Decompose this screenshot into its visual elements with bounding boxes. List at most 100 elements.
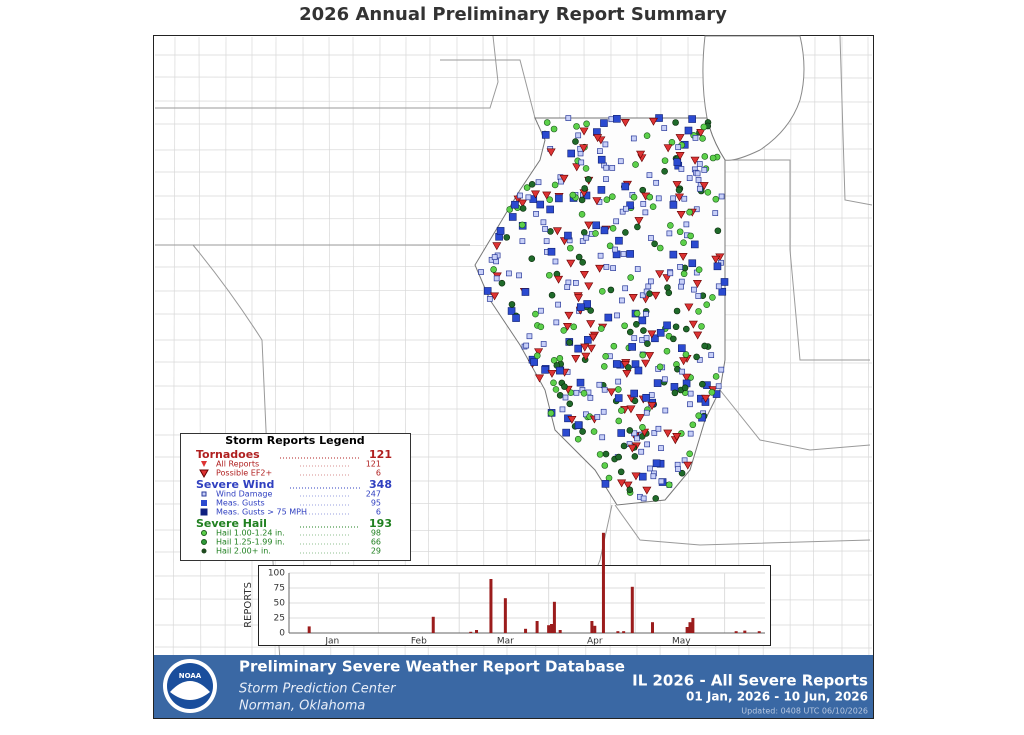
legend-item-count: 66 (371, 538, 381, 547)
chart-box (258, 565, 771, 646)
hail-symbol (546, 271, 553, 279)
bar (307, 626, 311, 633)
tornado-symbol (617, 479, 627, 488)
gust-symbol (626, 201, 634, 210)
hail-symbol (695, 308, 702, 315)
gust-symbol (678, 344, 686, 352)
tornado-symbol (566, 259, 576, 268)
large-hail-symbol (622, 229, 629, 236)
gust-symbol (496, 227, 505, 235)
wind-damage-symbol (587, 394, 594, 401)
tornado-symbol (564, 311, 574, 320)
gust-symbol (564, 231, 572, 240)
tornado-symbol (642, 486, 652, 495)
wind-damage-symbol (602, 141, 609, 148)
footer: NOAA Preliminary Severe Weather Report D… (154, 655, 873, 718)
hail-symbol (709, 294, 716, 301)
wind-damage-symbol (639, 292, 646, 299)
legend-item-label: Hail 1.25-1.99 in. (216, 538, 285, 547)
hail-symbol (656, 363, 664, 371)
legend-box (180, 433, 411, 561)
tornado-symbol (574, 294, 584, 303)
wind-damage-symbol (609, 165, 616, 171)
wind-damage-symbol (540, 219, 547, 226)
tornado-symbol (579, 127, 589, 136)
tornado-symbol (586, 344, 596, 353)
tornado-symbol (647, 330, 657, 339)
gust-symbol (720, 278, 729, 286)
tornado-symbol (672, 433, 682, 441)
hail-symbol (700, 123, 708, 131)
legend-item-label: All Reports (216, 460, 259, 469)
tornado-symbol (711, 255, 721, 264)
large-hail-symbol (626, 486, 634, 494)
bar (688, 622, 692, 633)
tornado-symbol (651, 291, 661, 300)
wind-damage-symbol (555, 301, 561, 308)
wind-damage-symbol (670, 195, 677, 202)
legend-item-label: Meas. Gusts (216, 499, 265, 508)
gust-symbol (562, 428, 570, 437)
wind-damage-symbol (619, 297, 625, 304)
wind-damage-symbol (491, 254, 498, 260)
gust-symbol (613, 115, 621, 123)
tornado-symbol (535, 374, 545, 383)
hail-symbol (632, 161, 639, 168)
bar (757, 631, 761, 633)
gust-symbol (601, 480, 610, 488)
tornado-symbol (679, 357, 689, 366)
large-hail-symbol (519, 205, 527, 212)
county-line (789, 36, 792, 717)
legend-group-name: Severe Hail (196, 517, 267, 530)
y-tick-label: 50 (274, 599, 286, 609)
large-hail-symbol (528, 255, 536, 263)
wind-damage-symbol (630, 135, 637, 142)
hail-symbol (547, 409, 555, 417)
gust-symbol (684, 126, 693, 135)
wind-damage-symbol (648, 392, 655, 398)
large-hail-symbol (575, 253, 583, 261)
tornado-symbol (647, 402, 657, 411)
large-hail-symbol (639, 186, 647, 194)
tornado-symbol (579, 144, 589, 153)
legend-item-count: 6 (376, 469, 381, 478)
legend-symbol (201, 461, 207, 467)
large-hail-symbol (631, 453, 639, 460)
legend-symbol (201, 491, 207, 497)
wind-damage-symbol (619, 208, 626, 215)
tornado-symbol (581, 352, 591, 361)
hail-symbol (551, 181, 559, 189)
gust-symbol (621, 182, 630, 191)
bar (503, 598, 507, 633)
hail-symbol (618, 407, 625, 414)
tornado-symbol (635, 414, 645, 422)
tornado-symbol (696, 129, 706, 137)
wind-damage-symbol (683, 221, 690, 228)
tornado-symbol (579, 270, 589, 279)
wind-damage-symbol (516, 272, 522, 279)
tornado-symbol (546, 148, 556, 157)
wind-damage-symbol (562, 394, 569, 401)
tornado-symbol (580, 343, 590, 352)
bar (622, 631, 626, 633)
gust-symbol (583, 300, 591, 308)
large-hail-symbol (640, 327, 647, 334)
state-lines (155, 35, 873, 661)
hail-symbol (682, 351, 690, 358)
x-tick-label: Mar (497, 637, 514, 647)
wind-damage-symbol (486, 296, 493, 302)
hail-symbol (592, 230, 599, 237)
wind-damage-symbol (525, 194, 532, 201)
wind-damage-symbol (667, 270, 674, 277)
tornado-symbol (663, 144, 673, 153)
tornado-symbol (631, 472, 641, 481)
center-location: Norman, Oklahoma (239, 699, 365, 714)
gust-symbol (512, 314, 520, 322)
wind-damage-symbol (506, 270, 512, 277)
wind-damage-symbol (533, 211, 539, 217)
tornado-symbol (678, 253, 688, 261)
x-tick-label: May (672, 637, 691, 647)
large-hail-symbol (646, 290, 653, 297)
gust-symbol (547, 247, 556, 256)
